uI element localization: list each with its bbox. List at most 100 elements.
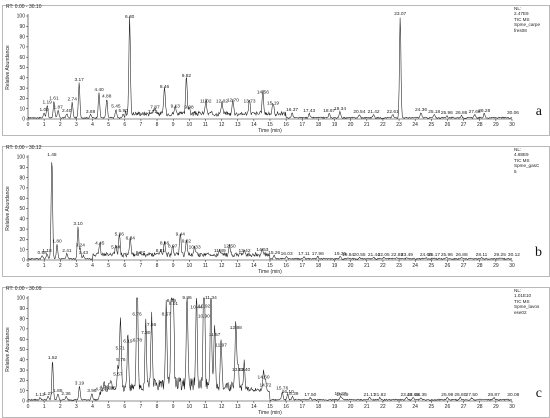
peak-label: 20.54	[353, 109, 365, 115]
x-tick-label: 14	[251, 263, 257, 269]
peak-label: 22.05	[378, 252, 390, 258]
x-tick-label: 30	[509, 122, 515, 128]
x-tick-label: 7	[140, 263, 143, 269]
x-tick-label: 24	[412, 263, 418, 269]
info-line: ese02	[514, 309, 527, 315]
x-tick-label: 12	[219, 263, 225, 269]
x-tick-label: 10	[187, 263, 193, 269]
peak-label: 10.90	[198, 314, 210, 320]
y-tick-label: 10	[19, 106, 25, 112]
x-tick-label: 27	[461, 263, 467, 269]
peak-label: 8.89	[167, 298, 177, 304]
x-tick-label: 21	[364, 404, 370, 410]
peak-label: 11.89	[214, 248, 226, 254]
peak-label: 7.72	[148, 109, 158, 115]
peak-label: 3.43	[79, 250, 89, 256]
x-tick-label: 4	[91, 404, 94, 410]
panel-label: b	[535, 245, 542, 260]
peak-label: 3.10	[73, 221, 83, 227]
x-tick-label: 27	[461, 404, 467, 410]
x-tick-label: 9	[172, 404, 175, 410]
peak-label: 25.17	[428, 252, 440, 258]
x-tick-label: 25	[429, 404, 435, 410]
peak-label: 15.19	[267, 101, 279, 107]
peak-label: 22.88	[391, 252, 403, 258]
y-tick-label: 90	[19, 165, 25, 171]
x-tick-label: 9	[172, 122, 175, 128]
peak-label: 23.46	[400, 392, 412, 398]
y-tick-label: 50	[19, 65, 25, 71]
x-tick-label: 23	[396, 404, 402, 410]
x-tick-label: 19	[332, 122, 338, 128]
x-tick-label: 28	[477, 404, 483, 410]
x-tick-label: 8	[156, 404, 159, 410]
peak-label: 11.34	[205, 295, 217, 301]
rt-range-header: RT: 0.00 - 30.12	[6, 145, 42, 151]
peak-label: 0.88	[38, 250, 48, 256]
x-tick-label: 26	[445, 263, 451, 269]
x-tick-label: 0	[27, 263, 30, 269]
peak-label: 5.71	[115, 346, 125, 352]
x-tick-label: 3	[75, 263, 78, 269]
x-tick-label: 5	[107, 404, 110, 410]
x-tick-label: 22	[380, 263, 386, 269]
peak-label: 16.10	[282, 389, 294, 395]
x-axis-title: Time (min)	[258, 128, 282, 134]
peak-label: 6.97	[136, 250, 146, 256]
peak-label: 1.18	[42, 248, 52, 254]
x-tick-label: 0	[27, 122, 30, 128]
peak-label: 30.12	[508, 252, 520, 258]
x-tick-label: 15	[267, 263, 273, 269]
peak-label: 21.82	[374, 392, 386, 398]
peak-label: 3.88	[86, 109, 96, 115]
info-line: 1.01E10	[514, 293, 532, 299]
y-tick-label: 100	[17, 14, 26, 20]
x-tick-label: 14	[251, 404, 257, 410]
y-tick-label: 30	[19, 227, 25, 233]
peak-label: 5.44	[111, 245, 121, 251]
peak-label: 17.96	[312, 251, 324, 257]
info-line: TIC MS	[514, 298, 530, 304]
x-tick-label: 5	[107, 122, 110, 128]
x-tick-label: 3	[75, 404, 78, 410]
x-tick-label: 12	[219, 404, 225, 410]
x-tick-label: 15	[267, 122, 273, 128]
y-tick-label: 10	[19, 388, 25, 394]
x-tick-label: 2	[59, 122, 62, 128]
peak-label: 24.66	[420, 252, 432, 258]
x-tick-label: 14	[251, 122, 257, 128]
info-line: 2.47E9	[514, 11, 529, 17]
peak-label: 28.11	[476, 252, 488, 258]
peak-label: 1.80	[52, 239, 62, 245]
peak-label: 9.86	[182, 295, 192, 301]
info-line: NL:	[514, 147, 522, 152]
tic-trace	[27, 297, 513, 402]
x-tick-label: 6	[123, 263, 126, 269]
peak-label: 1.27	[43, 391, 53, 397]
x-tick-label: 24	[412, 122, 418, 128]
peak-label: 24.35	[415, 392, 427, 398]
tic-trace	[27, 15, 513, 119]
peak-label: 17.11	[298, 251, 310, 257]
peak-label: 20.55	[354, 252, 366, 258]
y-tick-label: 40	[19, 76, 25, 82]
peak-label: 3.24	[76, 243, 86, 249]
peak-label: 21.44	[368, 252, 380, 258]
tic-trace	[27, 162, 513, 260]
x-tick-label: 21	[364, 263, 370, 269]
x-axis-title: Time (min)	[258, 410, 282, 416]
x-tick-label: 5	[107, 263, 110, 269]
x-tick-label: 18	[316, 263, 322, 269]
peak-label: 4.72	[99, 385, 109, 391]
x-tick-label: 23	[396, 263, 402, 269]
x-tick-label: 30	[509, 263, 515, 269]
peak-label: 19.35	[334, 251, 346, 257]
x-tick-label: 10	[187, 404, 193, 410]
peak-label: 1.12	[35, 392, 45, 398]
panel-label: a	[535, 104, 542, 119]
peak-label: 15.26	[268, 250, 280, 256]
peak-label: 25.96	[441, 110, 453, 116]
y-axis-title: Relative Abundance	[5, 327, 11, 372]
x-tick-label: 25	[429, 122, 435, 128]
